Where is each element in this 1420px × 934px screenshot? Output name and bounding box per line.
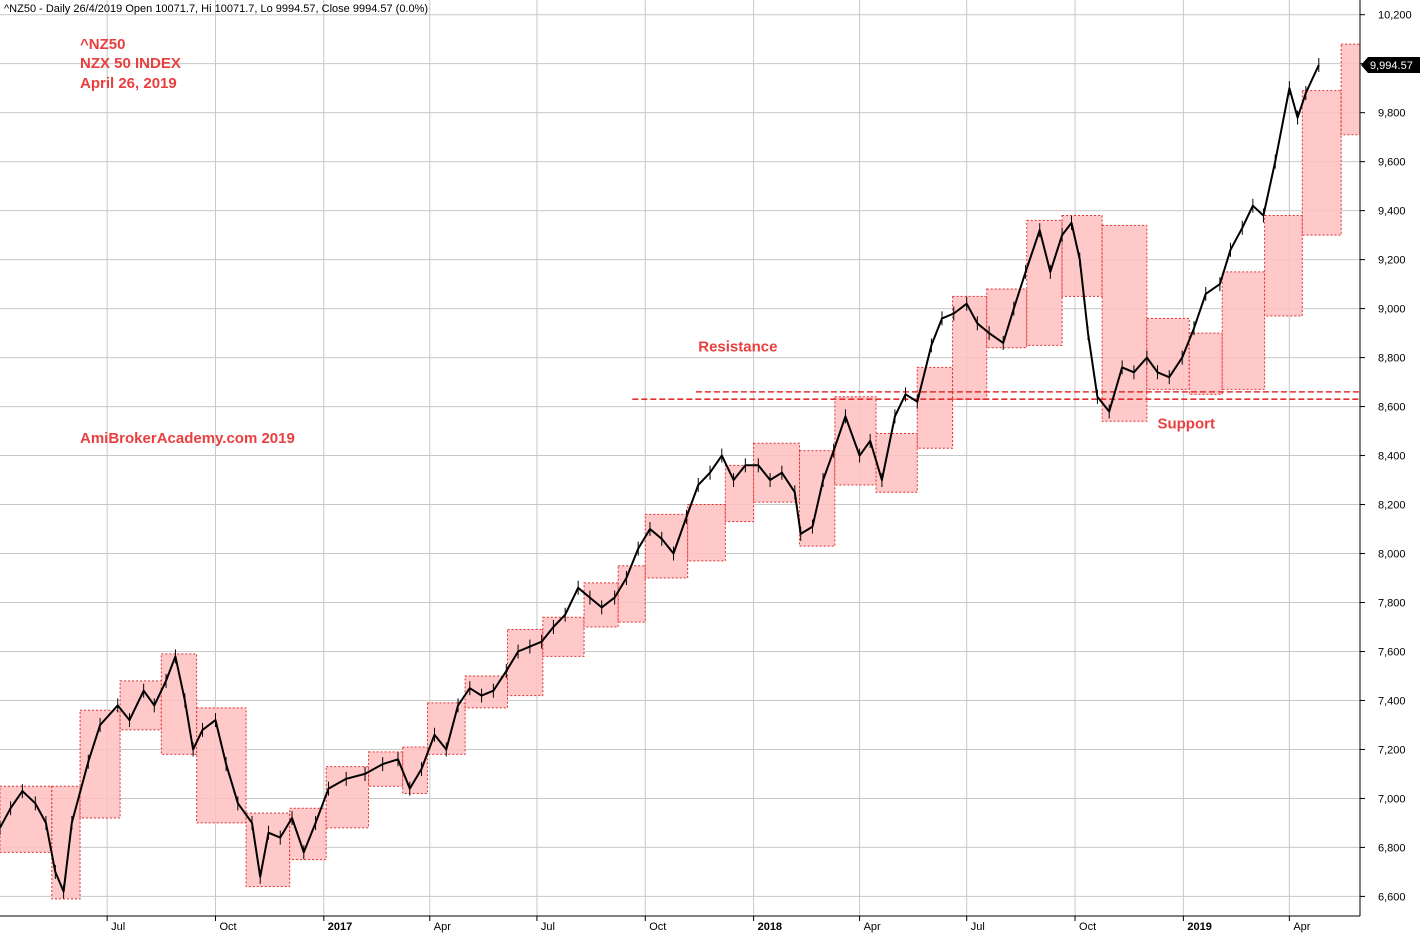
- range-box-13: [506, 628, 544, 697]
- header-ohlc-text: ^NZ50 - Daily 26/4/2019 Open 10071.7, Hi…: [4, 3, 428, 15]
- watermark-text: AmiBrokerAcademy.com 2019: [80, 430, 295, 447]
- x-tick-label-5: Oct: [649, 921, 666, 933]
- range-box-33: [1264, 215, 1303, 317]
- range-box-25: [952, 295, 988, 400]
- range-box-32: [1221, 271, 1266, 390]
- last-price-tag: [1361, 57, 1420, 74]
- range-box-14: [542, 616, 585, 657]
- x-tick-label-11: Apr: [1293, 921, 1310, 933]
- x-tick-label-4: Jul: [541, 921, 555, 933]
- range-box-31: [1188, 332, 1223, 395]
- last-price-label: 9,994.57: [1370, 60, 1413, 72]
- y-tick-label-16: 9,800: [1378, 108, 1406, 120]
- range-box-23: [875, 433, 918, 493]
- y-tick-label-11: 8,800: [1378, 353, 1406, 365]
- range-box-26: [986, 288, 1028, 349]
- range-box-15: [583, 582, 619, 628]
- y-tick-label-4: 7,400: [1378, 695, 1406, 707]
- range-box-34: [1301, 90, 1342, 236]
- range-box-29: [1101, 224, 1148, 422]
- range-box-10: [402, 746, 428, 795]
- y-tick-label-0: 6,600: [1378, 891, 1406, 903]
- range-box-8: [325, 766, 370, 829]
- support-resistance-lines: [632, 391, 1360, 401]
- resistance-label: Resistance: [698, 338, 777, 355]
- range-box-35: [1340, 43, 1361, 136]
- y-tick-label-7: 8,000: [1378, 549, 1406, 561]
- chart-title-line-3: April 26, 2019: [80, 75, 177, 92]
- y-tick-label-5: 7,600: [1378, 646, 1406, 658]
- y-tick-label-14: 9,400: [1378, 206, 1406, 218]
- chart-title-line-2: NZX 50 INDEX: [80, 55, 181, 72]
- y-tick-label-6: 7,800: [1378, 598, 1406, 610]
- x-tick-label-1: Oct: [219, 921, 236, 933]
- y-tick-label-15: 9,600: [1378, 157, 1406, 169]
- y-tick-label-2: 7,000: [1378, 793, 1406, 805]
- x-tick-label-6: 2018: [758, 921, 782, 933]
- support-label: Support: [1157, 416, 1215, 433]
- x-tick-label-8: Jul: [971, 921, 985, 933]
- y-tick-label-13: 9,200: [1378, 255, 1406, 267]
- y-axis-ticks: 6,600 6,800 7,000 7,200 7,400 7,600 7,800 8,000…: [1360, 10, 1412, 903]
- range-box-20: [753, 442, 801, 503]
- x-tick-label-7: Apr: [864, 921, 881, 933]
- y-tick-label-9: 8,400: [1378, 451, 1406, 463]
- y-tick-label-10: 8,600: [1378, 402, 1406, 414]
- x-tick-label-9: Oct: [1079, 921, 1096, 933]
- y-tick-label-12: 9,000: [1378, 304, 1406, 316]
- y-tick-label-1: 6,800: [1378, 842, 1406, 854]
- range-box-18: [687, 504, 726, 562]
- x-tick-label-10: 2019: [1187, 921, 1211, 933]
- y-tick-label-3: 7,200: [1378, 744, 1406, 756]
- price-series: [0, 58, 1320, 899]
- range-box-27: [1026, 219, 1063, 346]
- x-tick-label-2: 2017: [328, 921, 352, 933]
- range-box-1: [51, 785, 81, 900]
- range-box-7: [289, 807, 327, 861]
- chart-title-line-1: ^NZ50: [80, 36, 125, 53]
- x-axis-ticks: Jul Oct 2017 Apr Jul Oct 2018 Apr Jul Oct 2019 Apr: [106, 916, 1311, 933]
- axes: [0, 0, 1361, 917]
- x-tick-label-0: Jul: [111, 921, 125, 933]
- range-box-16: [617, 565, 646, 623]
- x-tick-label-3: Apr: [434, 921, 451, 933]
- y-tick-label-18: 10,200: [1378, 10, 1412, 22]
- last-price-marker: 9,994.57: [1361, 57, 1420, 74]
- y-tick-label-8: 8,200: [1378, 500, 1406, 512]
